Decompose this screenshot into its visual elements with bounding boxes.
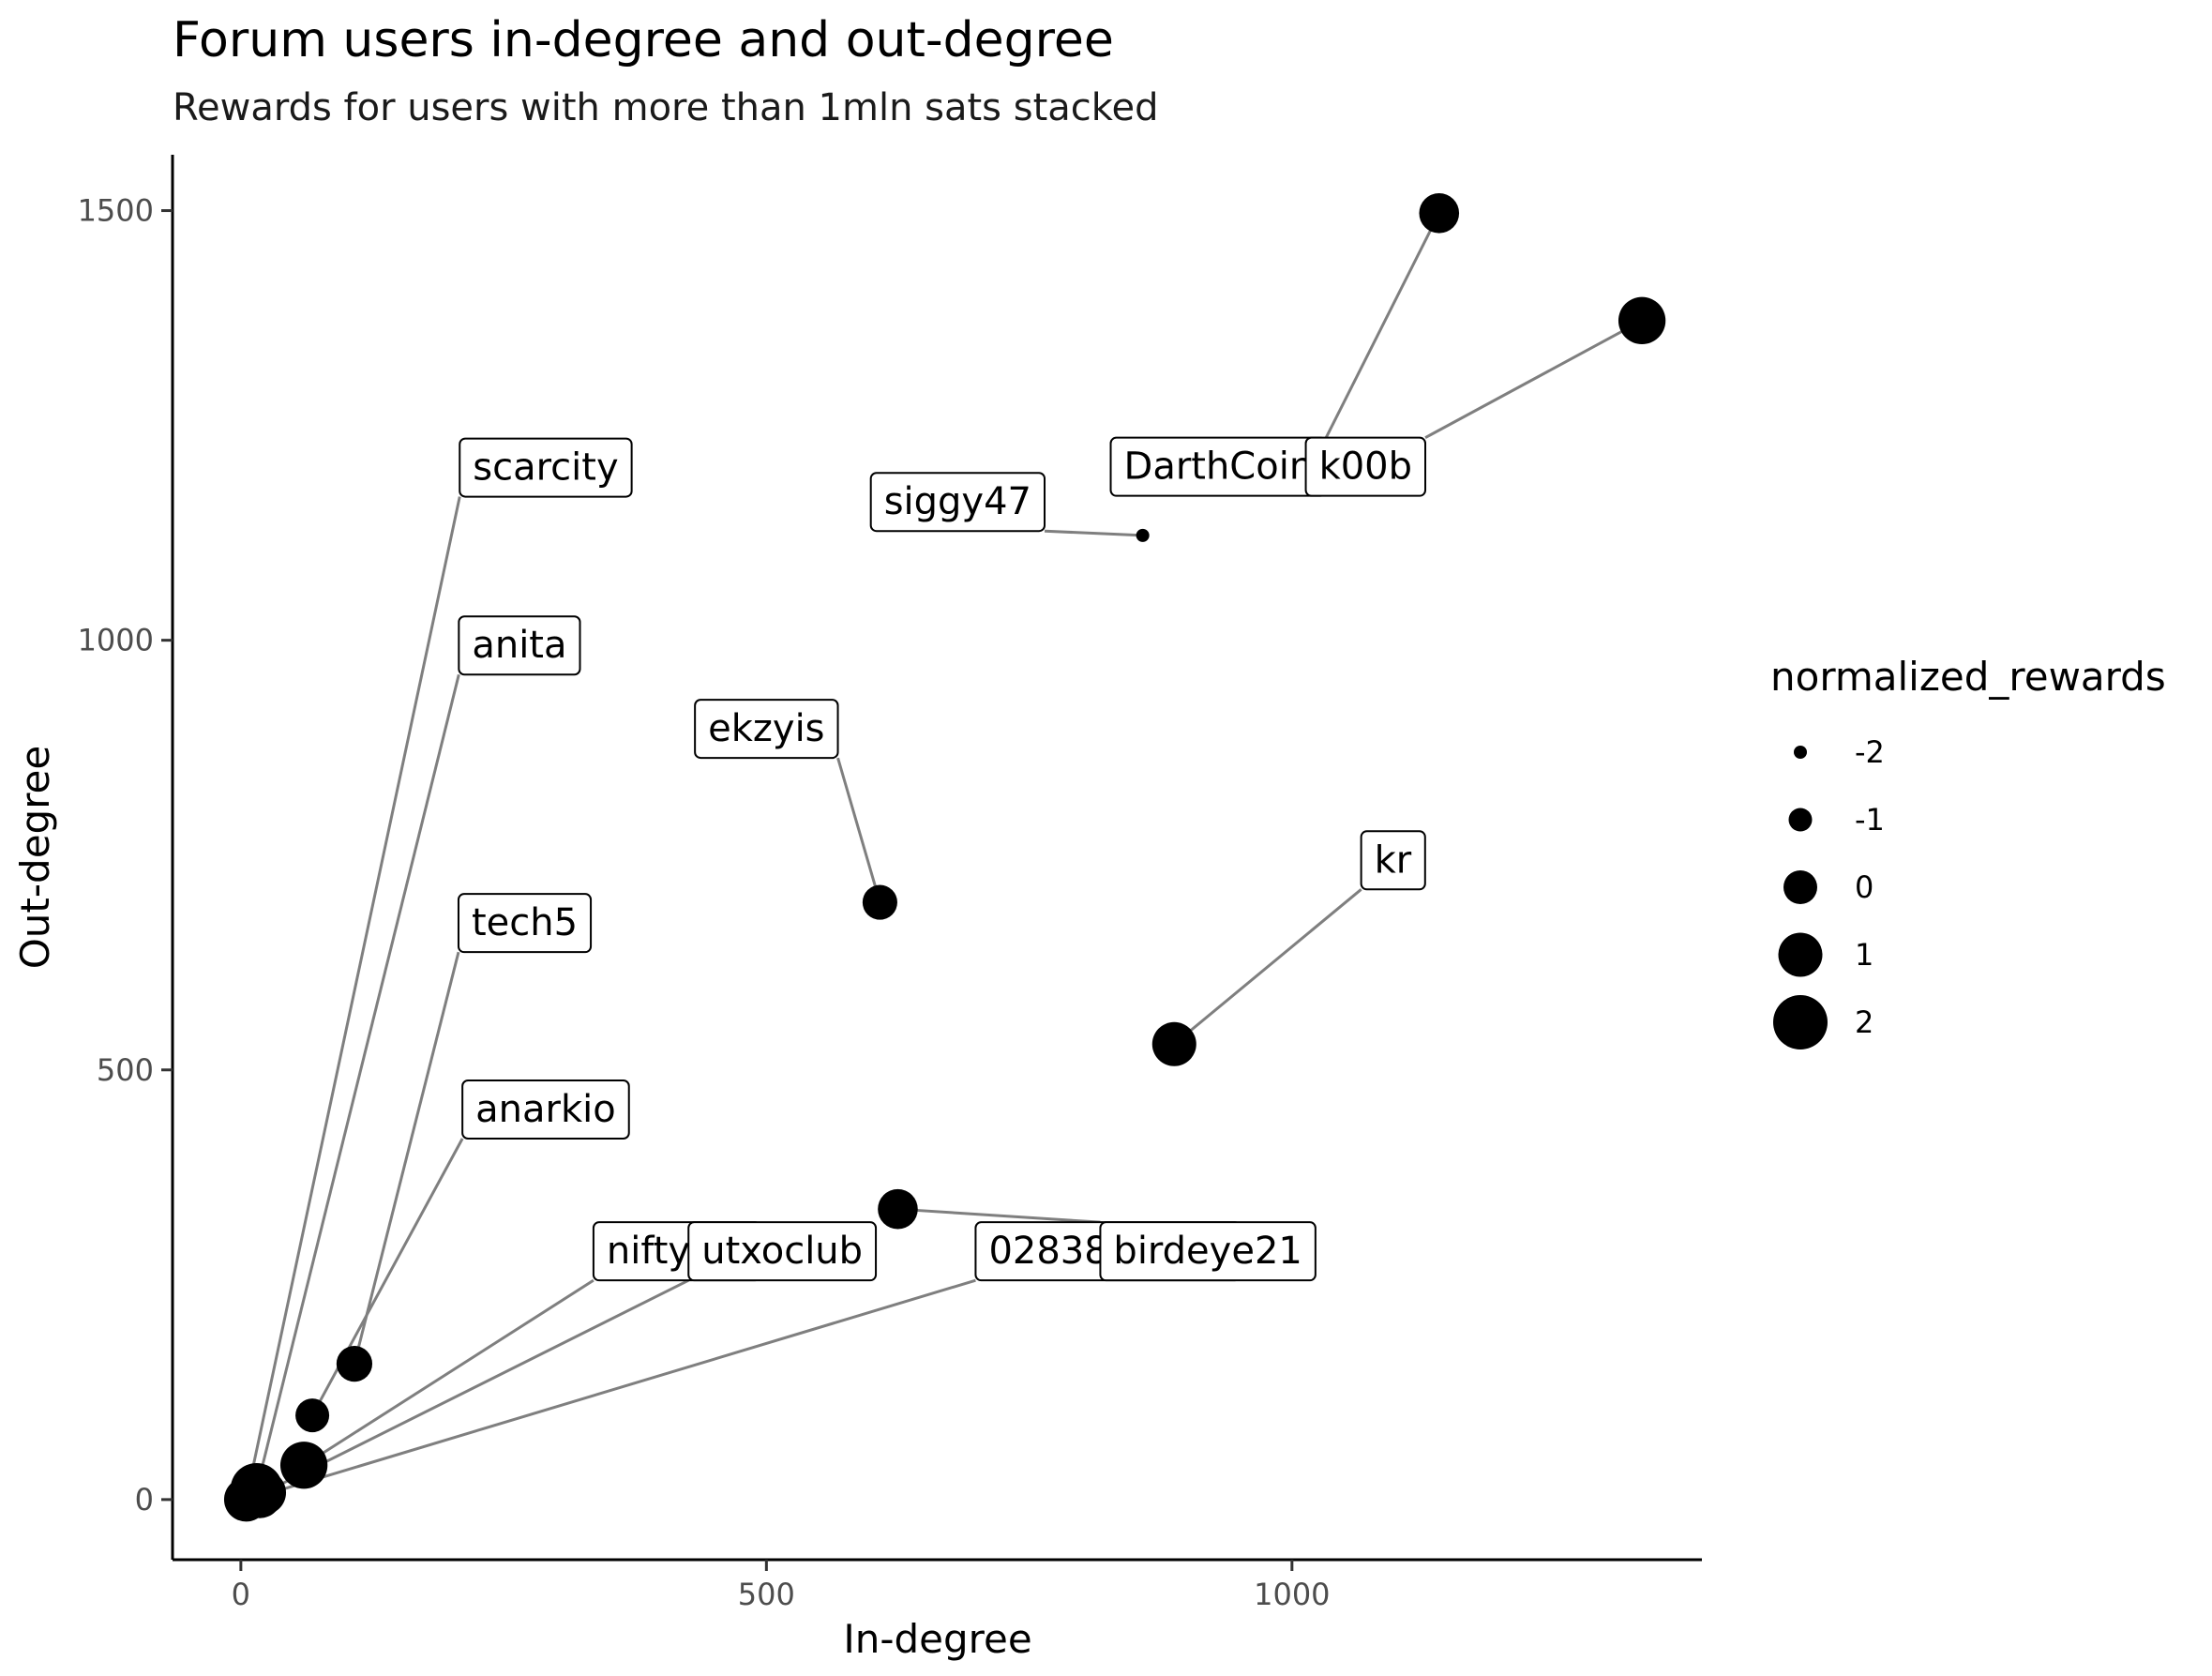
label-text: utxoclub	[701, 1230, 863, 1273]
data-point-anarkio	[295, 1398, 330, 1433]
label-box	[694, 699, 839, 760]
y-tick-label: 1000	[78, 623, 154, 658]
data-point-k00b	[1618, 296, 1666, 344]
connector-scarcity	[245, 496, 461, 1501]
data-point-birdeye21	[878, 1188, 918, 1230]
legend-label: 0	[1855, 869, 1873, 905]
label-DarthCoin: DarthCoin	[1109, 436, 1328, 497]
data-point-niftynei	[279, 1442, 328, 1489]
label-text: kr	[1375, 838, 1412, 882]
data-point-ekzyis	[862, 884, 897, 920]
label-connectors	[245, 212, 1643, 1501]
x-axis-ticks: 0 500 1000	[232, 1560, 1331, 1612]
connector-niftynei	[303, 1278, 594, 1467]
label-tech5: tech5	[457, 893, 593, 954]
label-box	[1099, 1221, 1317, 1282]
x-tick-label: 1000	[1254, 1577, 1330, 1612]
label-box	[459, 437, 633, 498]
label-text: birdeye21	[1113, 1230, 1302, 1273]
y-axis-ticks: 0 500 1000 1500	[78, 193, 173, 1517]
point-labels: scarcityanitatech5anarkioniftyneiutxoclu…	[457, 436, 1427, 1282]
connector-anarkio	[310, 1138, 464, 1416]
connector-k00b	[1424, 319, 1643, 439]
connector-kr	[1173, 888, 1362, 1046]
legend-key	[1773, 995, 1828, 1049]
label-scarcity: scarcity	[459, 437, 633, 498]
legend-key	[1788, 808, 1813, 832]
data-point-02838203b0	[237, 1473, 282, 1518]
legend-key	[1783, 870, 1817, 904]
legend-label: 2	[1855, 1004, 1873, 1040]
data-point-kr	[1151, 1021, 1196, 1066]
data-point-DarthCoin	[1419, 193, 1460, 234]
legend-label: -1	[1855, 802, 1885, 838]
connector-birdeye21	[897, 1207, 1101, 1224]
y-tick-label: 0	[135, 1482, 154, 1517]
legend-key	[1778, 932, 1823, 977]
label-siggy47: siggy47	[869, 472, 1046, 533]
label-kr: kr	[1360, 830, 1426, 891]
legend-title: normalized_rewards	[1770, 654, 2166, 700]
label-text: anarkio	[475, 1088, 616, 1131]
label-text: DarthCoin	[1124, 445, 1314, 489]
label-text: ekzyis	[708, 707, 824, 750]
legend-label: 1	[1855, 937, 1873, 973]
label-text: scarcity	[473, 446, 618, 490]
legend-label: -2	[1855, 734, 1885, 770]
label-anarkio: anarkio	[461, 1079, 630, 1140]
size-legend: normalized_rewards -2 -1 0 1 2	[1770, 654, 2166, 1049]
label-box	[1304, 436, 1427, 497]
label-k00b: k00b	[1304, 436, 1427, 497]
label-text: siggy47	[884, 480, 1031, 523]
label-box	[687, 1221, 878, 1282]
legend-key	[1794, 746, 1807, 759]
connector-siggy47	[1044, 529, 1143, 537]
x-axis-title: In-degree	[843, 1616, 1031, 1662]
y-axis-title: Out-degree	[12, 746, 58, 970]
label-anita: anita	[458, 615, 581, 676]
connector-anita	[255, 673, 460, 1490]
connector-tech5	[353, 951, 460, 1365]
connector-ekzyis	[836, 757, 881, 903]
label-box	[457, 893, 593, 954]
connector-DarthCoin	[1324, 212, 1441, 439]
chart-title: Forum users in-degree and out-degree	[173, 12, 1114, 68]
label-box	[461, 1079, 630, 1140]
chart-subtitle: Rewards for users with more than 1mln sa…	[173, 86, 1159, 129]
x-tick-label: 500	[738, 1577, 795, 1612]
label-utxoclub: utxoclub	[687, 1221, 878, 1282]
connector-02838203b0	[259, 1278, 976, 1498]
label-ekzyis: ekzyis	[694, 699, 839, 760]
y-tick-label: 1500	[78, 193, 154, 229]
label-text: anita	[472, 624, 566, 667]
data-point-tech5	[336, 1346, 373, 1382]
data-points	[223, 193, 1666, 1522]
label-box	[458, 615, 581, 676]
label-box	[869, 472, 1046, 533]
connector-utxoclub	[263, 1278, 689, 1494]
y-tick-label: 500	[97, 1052, 154, 1088]
label-text: tech5	[472, 901, 578, 944]
label-text: k00b	[1319, 445, 1412, 489]
label-box	[1360, 830, 1426, 891]
x-tick-label: 0	[232, 1577, 250, 1612]
label-birdeye21: birdeye21	[1099, 1221, 1317, 1282]
data-point-siggy47	[1136, 528, 1150, 542]
